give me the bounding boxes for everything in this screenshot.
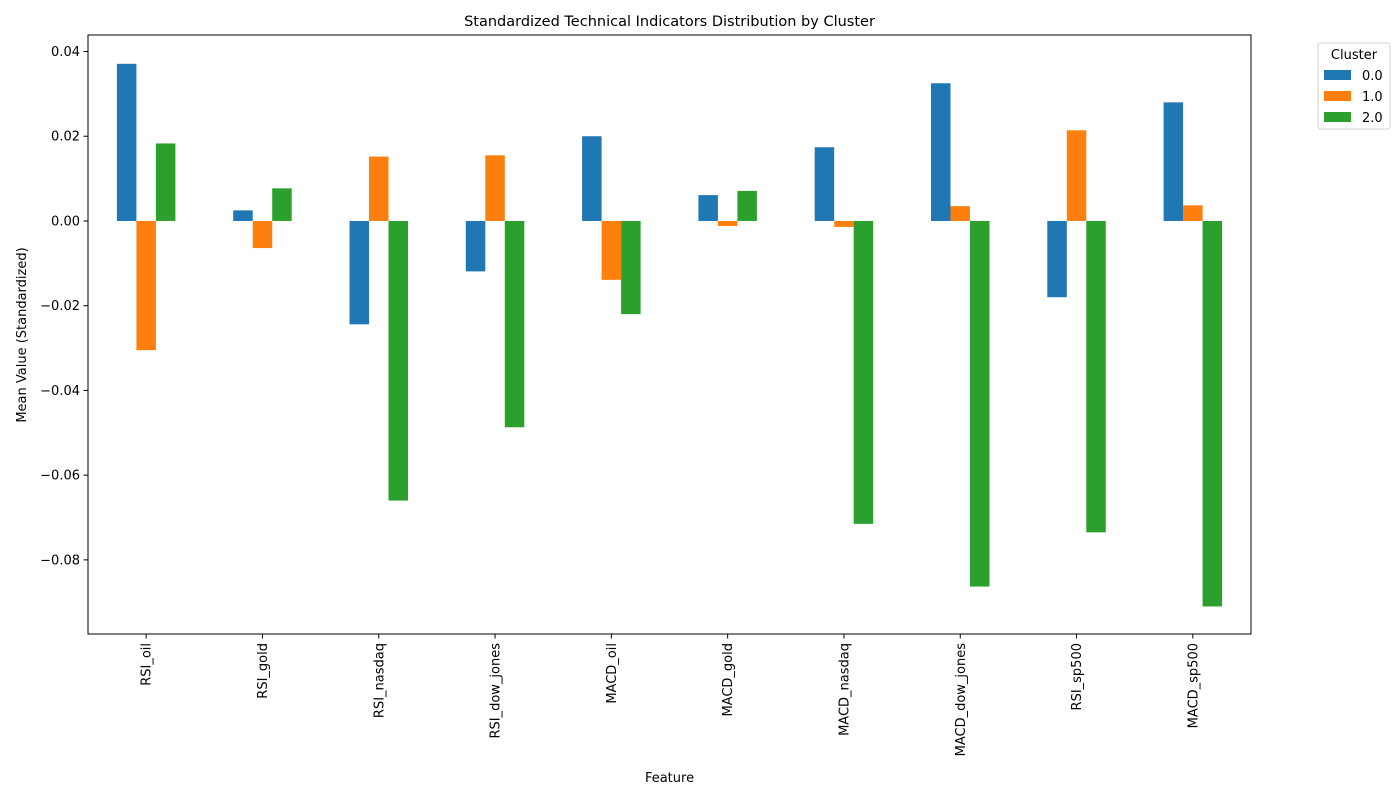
- bar-MACD_dow_jones-cluster-1.0: [950, 206, 970, 221]
- legend-title: Cluster: [1331, 48, 1378, 63]
- bar-MACD_dow_jones-cluster-0.0: [931, 83, 951, 221]
- bar-RSI_sp500-cluster-1.0: [1066, 130, 1087, 221]
- x-tick-label: MACD_gold: [721, 643, 736, 717]
- bar-RSI_dow_jones-cluster-2.0: [504, 220, 525, 428]
- y-tick-label: −0.08: [40, 553, 80, 568]
- x-tick-label: RSI_sp500: [1070, 643, 1085, 710]
- axes-layer: −0.08 −0.06 −0.04 −0.02 0.00 0.02 0.04 RSI_oil R…: [40, 34, 1252, 757]
- y-tick-label: −0.02: [40, 299, 80, 314]
- chart-title: Standardized Technical Indicators Distri…: [464, 14, 875, 30]
- bar-MACD_sp500-cluster-2.0: [1202, 220, 1223, 607]
- x-axis-label: Feature: [645, 771, 694, 786]
- bar-MACD_gold-cluster-1.0: [717, 220, 738, 227]
- bar-RSI_oil-cluster-2.0: [155, 143, 176, 221]
- plot-frame: [87, 34, 1252, 635]
- bar-RSI_oil-cluster-1.0: [136, 220, 156, 351]
- x-tick-label: MACD_dow_jones: [954, 643, 969, 757]
- x-tick-label: RSI_oil: [140, 643, 155, 686]
- bar-MACD_gold-cluster-0.0: [698, 195, 718, 221]
- bar-MACD_sp500-cluster-1.0: [1183, 205, 1203, 221]
- legend-box: [1317, 42, 1391, 130]
- x-tick-label: RSI_nasdaq: [372, 643, 387, 718]
- bar-MACD_gold-cluster-2.0: [737, 190, 757, 221]
- legend-label-1.0: 1.0: [1362, 90, 1383, 105]
- bar-MACD_oil-cluster-1.0: [601, 220, 622, 280]
- bars-layer: [116, 63, 1223, 607]
- legend-swatch-0.0: [1324, 70, 1351, 80]
- x-tick-label: MACD_sp500: [1186, 643, 1201, 728]
- bar-RSI_nasdaq-cluster-2.0: [388, 220, 408, 501]
- bar-MACD_nasdaq-cluster-2.0: [853, 220, 874, 524]
- legend-label-2.0: 2.0: [1362, 111, 1383, 126]
- legend-label-0.0: 0.0: [1362, 69, 1383, 84]
- bar-RSI_nasdaq-cluster-1.0: [369, 156, 389, 221]
- bar-MACD_oil-cluster-0.0: [582, 136, 602, 221]
- x-tick-label: MACD_nasdaq: [837, 643, 852, 736]
- bar-MACD_dow_jones-cluster-2.0: [970, 220, 990, 587]
- bar-MACD_sp500-cluster-0.0: [1163, 102, 1184, 221]
- y-axis-label: Mean Value (Standardized): [15, 247, 30, 422]
- bar-MACD_nasdaq-cluster-0.0: [814, 147, 835, 221]
- y-tick-label: 0.00: [51, 214, 80, 229]
- bar-RSI_dow_jones-cluster-0.0: [465, 220, 486, 272]
- y-tick-label: −0.04: [40, 384, 80, 399]
- x-tick-label: RSI_gold: [256, 643, 271, 699]
- bar-RSI_gold-cluster-1.0: [252, 220, 273, 249]
- bar-MACD_nasdaq-cluster-1.0: [834, 220, 854, 227]
- bar-RSI_nasdaq-cluster-0.0: [349, 220, 369, 325]
- bar-MACD_oil-cluster-2.0: [621, 220, 641, 315]
- x-tick-label: MACD_oil: [605, 643, 620, 704]
- bar-RSI_sp500-cluster-2.0: [1086, 220, 1106, 533]
- legend-swatch-2.0: [1324, 112, 1351, 122]
- x-tick-label: RSI_dow_jones: [489, 643, 504, 739]
- bar-RSI_gold-cluster-0.0: [233, 210, 253, 221]
- y-tick-label: −0.06: [40, 469, 80, 484]
- y-tick-label: 0.04: [51, 45, 80, 60]
- legend-swatch-1.0: [1324, 91, 1351, 101]
- bar-RSI_sp500-cluster-0.0: [1047, 220, 1067, 298]
- bar-RSI_dow_jones-cluster-1.0: [485, 155, 505, 221]
- bar-RSI_gold-cluster-2.0: [272, 188, 292, 221]
- y-tick-label: 0.02: [51, 130, 80, 145]
- bar-RSI_oil-cluster-0.0: [116, 63, 137, 221]
- legend: Cluster 0.0 1.0 2.0: [1317, 42, 1391, 130]
